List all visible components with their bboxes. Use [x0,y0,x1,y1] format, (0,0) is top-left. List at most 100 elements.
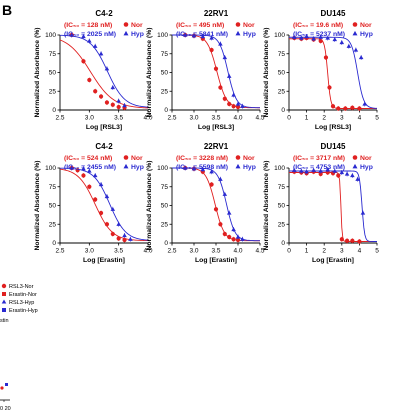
y-tick-label: 0 [52,107,56,114]
data-point-nor [350,105,355,110]
data-point-hyp [182,32,188,37]
y-tick-label: 75 [278,184,286,191]
ic50-hyp-label: (IC₅₀ = 5237 nM) [293,31,345,38]
data-point-nor [116,236,121,241]
data-point-hyp [69,165,75,170]
legend-label-nor: Nor [131,22,143,29]
data-point-nor [357,106,362,111]
data-point-nor [330,104,336,109]
data-point-hyp [218,41,223,46]
fit-curve-hyp [59,167,149,241]
data-point-nor [93,197,98,202]
x-axis-label: Log [RSL3] [86,124,122,131]
data-point-hyp [292,167,297,172]
data-point-hyp [222,191,228,196]
x-axis-label: Log [Erastin] [312,257,354,264]
x-tick-label: 0 [287,248,291,255]
data-point-hyp [98,51,104,56]
legend-label-nor: Nor [243,22,255,29]
x-tick-label: 2.5 [55,115,64,122]
cropped-axis-fragment: 0 20 [0,383,11,412]
x-axis-label: Log [Erastin] [195,257,237,264]
data-point-hyp [292,34,297,39]
y-tick-label: 100 [45,165,56,172]
data-point-nor [81,173,86,178]
fit-curve-nor [289,172,377,242]
legend-marker-hyp [123,163,129,169]
data-point-hyp [318,168,323,173]
data-point-nor [235,237,241,243]
x-tick-label: 3.5 [114,248,123,255]
legend-marker-erastin-hyp [2,308,6,312]
fit-curve-hyp [289,36,378,109]
data-point-hyp [200,34,206,39]
data-point-nor [93,89,98,94]
y-tick-label: 50 [49,70,57,77]
x-tick-label: 4.5 [255,115,264,122]
legend-marker-erastin-nor [2,292,6,296]
legend-label-hyp: Hyp [360,164,373,171]
chart-title: 22RV1 [204,142,229,151]
data-point-nor [218,222,223,227]
y-tick-label: 75 [161,184,169,191]
y-tick-label: 25 [161,88,169,95]
data-point-nor [87,184,92,189]
x-tick-label: 0 [287,115,291,122]
ic50-hyp-label: (IC₅₀ = 5598 nM) [176,164,228,171]
data-point-nor [323,55,329,60]
data-point-hyp [360,210,366,215]
data-point-nor [209,182,214,187]
data-point-hyp [362,101,367,106]
data-point-hyp [231,227,236,232]
data-point-nor [231,237,236,242]
data-point-nor [98,210,104,216]
y-tick-label: 25 [278,221,286,228]
data-point-nor [336,106,341,111]
x-tick-label: 3 [340,248,344,255]
ic50-hyp-label: (IC₅₀ = 5841 nM) [176,31,228,38]
data-point-nor [344,238,350,243]
data-point-nor [81,59,86,64]
y-tick-label: 100 [274,32,285,39]
data-point-hyp [304,34,309,39]
data-point-nor [110,102,115,107]
data-point-hyp [191,166,197,171]
data-point-hyp [235,234,241,239]
x-tick-label: 5 [375,248,379,255]
chart-title: DU145 [321,142,346,151]
y-tick-label: 0 [281,240,285,247]
data-point-hyp [235,101,241,106]
chart-title: 22RV1 [204,9,229,18]
x-tick-label: 2.5 [55,248,64,255]
y-tick-label: 0 [281,107,285,114]
legend-label-nor: Nor [243,155,255,162]
x-tick-label: 1 [305,115,309,122]
legend-marker-nor [235,22,241,27]
y-tick-label: 50 [161,70,169,77]
y-tick-label: 100 [157,165,168,172]
chart-panels: C4-2 (IC₅₀ = 128 nM) (IC₅₀ = 2025 nM) Nor Hy… [34,9,379,264]
y-tick-label: 0 [164,107,168,114]
chart-title: C4-2 [95,142,113,151]
legend-marker-nor [235,155,241,160]
data-point-hyp [69,32,75,37]
data-point-nor [104,100,110,105]
y-tick-label: 75 [161,51,169,58]
data-point-hyp [218,176,223,181]
data-point-hyp [325,35,330,40]
x-tick-label: 3.0 [85,115,94,122]
legend-marker-nor [123,155,129,160]
x-tick-label: 2 [322,115,326,122]
legend-marker-hyp [352,30,358,36]
data-point-hyp [311,36,316,41]
chart-panel-6: DU145 (IC₅₀ = 3717 nM) (IC₅₀ = 4753 nM) Nor… [263,142,379,264]
data-point-nor [336,173,341,178]
x-tick-label: 3.5 [114,115,123,122]
data-point-hyp [98,182,104,187]
x-tick-label: 3 [340,115,344,122]
y-axis-label: Normalized Absorbance (%) [146,160,153,250]
chart-panel-5: 22RV1 (IC₅₀ = 3228 nM) (IC₅₀ = 5598 nM) Nor… [146,142,265,264]
cropped-data-point [0,386,4,390]
x-tick-label: 5 [375,115,379,122]
data-point-hyp [222,55,228,60]
